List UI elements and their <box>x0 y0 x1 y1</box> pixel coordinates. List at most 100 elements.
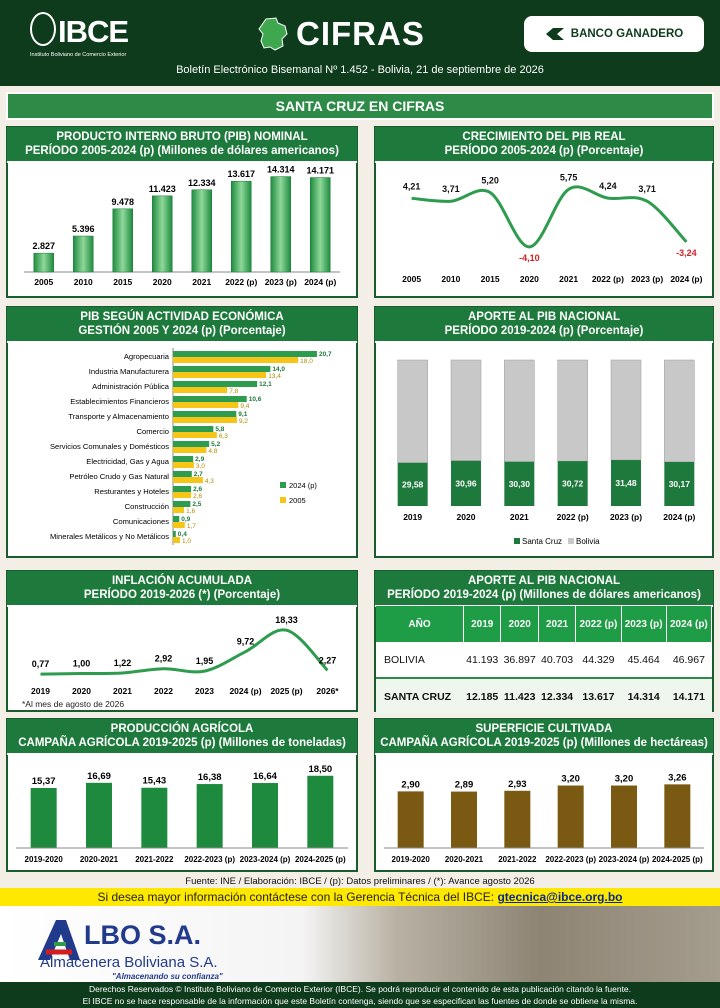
pib-nominal-title: PRODUCTO INTERNO BRUTO (PIB) NOMINAL PER… <box>7 127 357 163</box>
data-label-2005: 1,6 <box>186 508 195 515</box>
contact-email-link[interactable]: gtecnica@ibce.org.bo <box>497 890 623 904</box>
bar <box>270 176 291 273</box>
x-tick-label: 2021-2022 <box>498 855 537 864</box>
x-tick-label: 2026* <box>316 686 339 696</box>
series-line <box>40 628 329 676</box>
data-label: 13.617 <box>227 169 255 179</box>
table-cell: 45.464 <box>627 653 660 666</box>
data-label: 1,22 <box>114 658 132 668</box>
bar-2024 <box>173 396 247 402</box>
x-tick-label: 2020 <box>72 686 91 696</box>
table-column-header: 2019 <box>463 606 502 642</box>
albo-advertisement[interactable]: LBO S.A. Almacenera Boliviana S.A. "Alma… <box>0 906 720 982</box>
bar <box>557 785 584 848</box>
table-column-header: 2024 (p) <box>666 606 713 642</box>
data-label-2024: 2,7 <box>194 471 203 478</box>
bar-bolivia <box>557 359 588 462</box>
table-cell: 40.703 <box>541 653 574 666</box>
data-label-2024: 14,0 <box>272 366 285 373</box>
albo-name: LBO S.A. <box>84 920 202 950</box>
x-tick-label: 2020-2021 <box>445 855 484 864</box>
superficie-title: SUPERFICIE CULTIVADA CAMPAÑA AGRÍCOLA 20… <box>375 719 713 755</box>
table-column-header: 2021 <box>538 606 577 642</box>
bar-2024 <box>173 471 192 477</box>
aporte-usd-table: AÑO 2019 2020 2021 2022 (p) 2023 (p) 2024 (p) … <box>376 606 713 714</box>
legend-label-bolivia: Bolivia <box>576 537 600 546</box>
data-label-2005: 3,0 <box>196 463 205 470</box>
data-label: 16,38 <box>198 772 222 783</box>
table-cell: 12.185 <box>463 677 501 714</box>
aporte-pct-chart: 29,58 2019 30,96 2020 30,30 2021 30,72 2022 (p)… <box>397 359 696 546</box>
actividad-title: PIB SEGÚN ACTIVIDAD ECONÓMICA GESTIÓN 20… <box>7 307 357 343</box>
data-label-2024: 9,1 <box>238 411 247 418</box>
x-tick-label: 2022-2023 (p) <box>545 855 596 864</box>
bar <box>664 784 691 848</box>
x-tick-label: 2015 <box>113 277 132 287</box>
legend-swatch-bolivia <box>568 538 574 544</box>
category-label: Administración Pública <box>92 382 170 391</box>
table-cell: 36.897 <box>503 653 536 666</box>
copyright-line-2: El IBCE no se hace responsable de la inf… <box>82 996 638 1006</box>
data-label-2005: 9,4 <box>240 403 249 410</box>
data-label: 29,58 <box>402 479 424 489</box>
category-label: Establecimientos Financieros <box>70 397 169 406</box>
legend-label-2024: 2024 (p) <box>289 481 317 490</box>
category-label: Servicios Comunales y Domésticos <box>50 442 169 451</box>
x-tick-label: 2022 (p) <box>225 277 257 287</box>
data-label-2005: 1,7 <box>187 523 196 530</box>
bar <box>73 235 94 273</box>
legend-swatch-2005 <box>280 497 286 503</box>
x-tick-label: 2020-2021 <box>80 855 119 864</box>
table-column-header: 2023 (p) <box>621 606 667 642</box>
aporte-usd-title: APORTE AL PIB NACIONAL PERÍODO 2019-2024… <box>375 571 713 607</box>
data-label-2005: 18,0 <box>300 358 313 365</box>
ibce-logo[interactable]: IBCE Instituto Boliviano de Comercio Ext… <box>30 10 130 62</box>
bar-2005 <box>173 402 239 408</box>
data-label: 3,71 <box>638 184 656 194</box>
data-label: 11.423 <box>149 184 176 194</box>
x-tick-label: 2022 (p) <box>557 512 589 522</box>
x-tick-label: 2021 <box>113 686 132 696</box>
table-cell: 11.423 <box>500 677 539 714</box>
aporte-usd-panel: APORTE AL PIB NACIONAL PERÍODO 2019-2024… <box>374 570 714 714</box>
sponsor-logo[interactable]: BANCO GANADERO <box>524 16 704 52</box>
data-label-2024: 2,6 <box>193 486 202 493</box>
bar <box>196 784 223 848</box>
albo-subtitle: Almacenera Boliviana S.A. <box>40 954 218 971</box>
x-tick-label: 2024 (p) <box>663 512 695 522</box>
bar <box>310 177 331 273</box>
x-tick-label: 2005 <box>34 277 53 287</box>
aporte-pct-title: APORTE AL PIB NACIONAL PERÍODO 2019-2024… <box>375 307 713 343</box>
bar-2005 <box>173 357 299 363</box>
legend-label-2005: 2005 <box>289 496 306 505</box>
series-line <box>411 185 688 249</box>
data-label-2005: 7,8 <box>229 388 238 395</box>
data-label: 18,50 <box>308 764 332 775</box>
data-label-2005: 4,8 <box>208 448 217 455</box>
data-label: 9.478 <box>111 197 134 207</box>
x-tick-label: 2023-2024 (p) <box>240 855 291 864</box>
crecimiento-title: CRECIMIENTO DEL PIB REAL PERÍODO 2005-20… <box>375 127 713 163</box>
x-tick-label: 2024 (p) <box>670 274 702 284</box>
actividad-chart: Agropecuaria 20,7 18,0 Industria Manufactur… <box>50 348 332 545</box>
table-header-row: AÑO 2019 2020 2021 2022 (p) 2023 (p) 2024 (p) <box>376 606 713 642</box>
bar <box>141 787 168 848</box>
x-tick-label: 2022 (p) <box>592 274 624 284</box>
inflacion-panel: INFLACIÓN ACUMULADA PERÍODO 2019-2026 (*… <box>6 570 358 712</box>
data-label: 2,93 <box>508 779 527 790</box>
x-tick-label: 2010 <box>74 277 93 287</box>
table-row: SANTA CRUZ 12.185 11.423 12.334 13.617 14.314… <box>376 677 712 714</box>
legend-swatch-2024 <box>280 482 286 488</box>
bar-bolivia <box>664 359 695 463</box>
table-column-header: 2022 (p) <box>575 606 622 642</box>
x-tick-label: 2019-2020 <box>25 855 64 864</box>
bar-2024 <box>173 456 194 462</box>
data-label: 5,20 <box>481 176 499 186</box>
bar-2005 <box>173 462 194 468</box>
bar-2024 <box>173 381 258 387</box>
data-label: 18,33 <box>275 615 298 625</box>
data-label: 0,77 <box>32 659 50 669</box>
bar-santa-cruz <box>451 460 481 506</box>
produccion-title: PRODUCCIÓN AGRÍCOLA CAMPAÑA AGRÍCOLA 201… <box>7 719 357 755</box>
x-tick-label: 2015 <box>481 274 500 284</box>
